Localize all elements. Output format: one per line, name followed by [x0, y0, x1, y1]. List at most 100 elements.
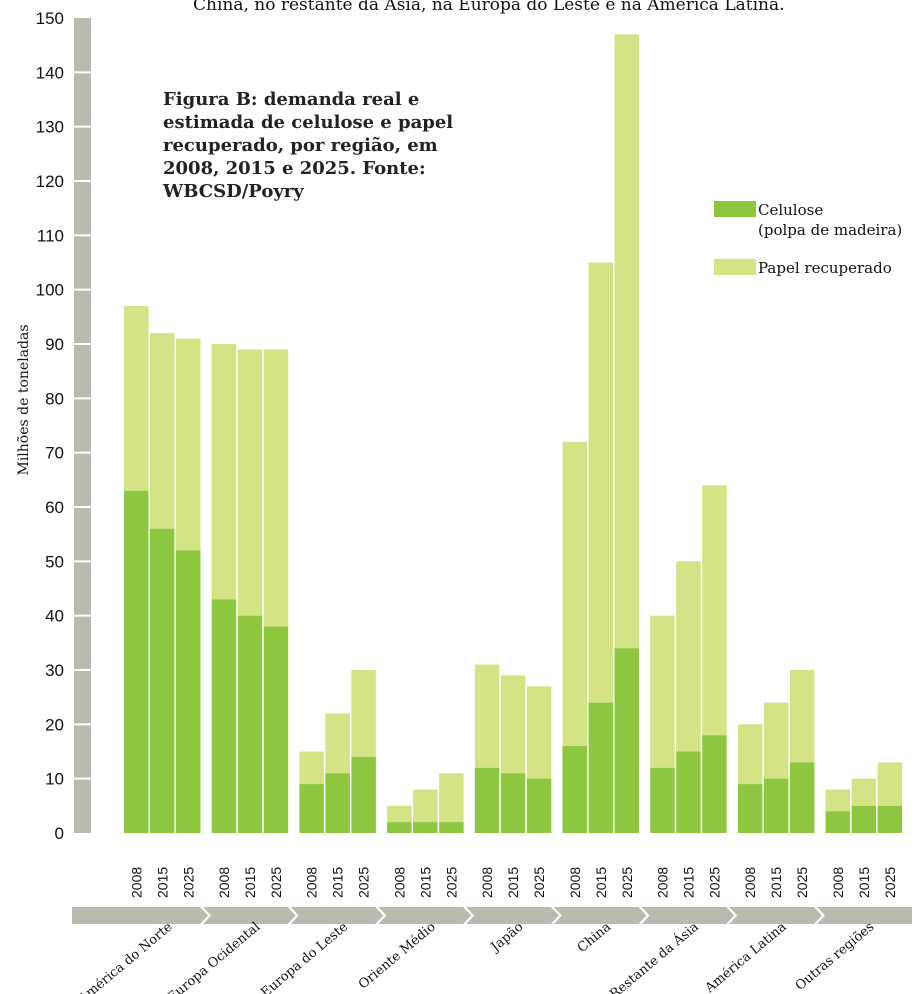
x-year-label: 2025 [443, 867, 459, 898]
bar-papel-recuperado [150, 333, 175, 529]
bar-papel-recuperado [526, 686, 552, 779]
y-axis: 0 10 20 30 40 50 60 70 80 90 100 110 120 130 140 150 [36, 9, 912, 924]
bar-papel-recuperado [176, 338, 201, 551]
bar-celulose [124, 490, 149, 833]
legend-label: (polpa de madeira) [758, 221, 902, 239]
x-year-label: 2025 [794, 867, 810, 898]
bar-papel-recuperado [650, 615, 675, 768]
y-tick-label: 110 [37, 226, 64, 245]
bar-celulose [825, 811, 851, 833]
x-band-separator [813, 907, 825, 924]
bar-celulose [351, 756, 376, 833]
bar-papel-recuperado [237, 349, 263, 616]
x-year-label: 2008 [128, 867, 144, 898]
bars [124, 34, 903, 833]
legend: Celulose (polpa de madeira) Papel recupera… [714, 201, 902, 277]
x-band-separator [200, 907, 211, 924]
x-region-label: Outras regiões [793, 920, 877, 994]
legend-label: Celulose [758, 201, 823, 219]
bar-papel-recuperado [500, 675, 526, 774]
x-year-label: 2008 [830, 867, 846, 898]
bar-celulose [763, 778, 789, 833]
bar-celulose [500, 773, 526, 833]
x-year-label: 2025 [882, 867, 898, 898]
bar-papel-recuperado [211, 344, 237, 600]
x-year-label: 2015 [856, 867, 872, 898]
chart-title-line: WBCSD/Poyry [162, 181, 304, 202]
chart-title-line: estimada de celulose e papel [163, 112, 453, 133]
x-band-separator [726, 907, 738, 924]
x-year-label: 2015 [768, 867, 784, 898]
x-year-label: 2025 [180, 867, 196, 898]
y-tick-label: 20 [45, 715, 64, 734]
bar-celulose [439, 822, 464, 833]
y-tick-label: 150 [36, 9, 64, 28]
y-tick-label: 0 [55, 824, 64, 843]
bar-papel-recuperado [789, 670, 815, 763]
bar-papel-recuperado [387, 805, 412, 823]
legend-swatch [714, 201, 756, 217]
x-year-label: 2008 [567, 867, 583, 898]
legend-swatch [714, 259, 756, 275]
bar-papel-recuperado [851, 778, 877, 806]
bar-celulose [851, 805, 877, 833]
y-tick-label: 10 [45, 770, 64, 789]
y-tick-label: 50 [45, 552, 64, 571]
x-year-label: 2025 [268, 867, 284, 898]
bar-celulose [211, 599, 237, 833]
bar-celulose [237, 615, 263, 833]
x-region-label: América do Norte [75, 919, 176, 994]
x-region-label: Europa do Leste [258, 919, 351, 994]
x-region-label: América Latina [702, 919, 790, 994]
bar-celulose [413, 822, 438, 833]
bar-papel-recuperado [676, 561, 701, 752]
y-tick-label: 130 [36, 118, 64, 137]
x-region-label: Europa Ocidental [165, 920, 263, 994]
x-band-separator [287, 907, 299, 924]
chart-title-line: recuperado, por região, em [163, 135, 438, 156]
bar-papel-recuperado [351, 670, 376, 757]
bar-celulose [263, 626, 289, 833]
bar-papel-recuperado [325, 713, 350, 774]
bar-celulose [676, 751, 701, 833]
x-year-label: 2025 [356, 867, 372, 898]
x-year-label: 2015 [154, 867, 170, 898]
bar-papel-recuperado [614, 34, 639, 649]
x-year-label: 2008 [479, 867, 495, 898]
bar-papel-recuperado [825, 789, 851, 812]
bar-papel-recuperado [124, 305, 149, 491]
x-year-label: 2025 [619, 867, 635, 898]
bar-papel-recuperado [877, 762, 903, 806]
x-year-label: 2015 [242, 867, 258, 898]
x-axis-band [72, 907, 912, 924]
bar-papel-recuperado [588, 262, 613, 703]
x-year-label: 2025 [706, 867, 722, 898]
bar-papel-recuperado [263, 349, 289, 627]
x-region-label: Oriente Médio [356, 919, 439, 992]
x-band-separator [550, 907, 562, 924]
bar-celulose [562, 746, 587, 833]
x-year-label: 2015 [505, 867, 521, 898]
y-tick-label: 40 [45, 607, 64, 626]
x-year-label: 2008 [304, 867, 320, 898]
x-year-label: 2008 [391, 867, 407, 898]
x-band-separator [463, 907, 475, 924]
x-year-label: 2015 [417, 867, 433, 898]
y-tick-label: 60 [45, 498, 64, 517]
bar-papel-recuperado [702, 485, 727, 736]
y-tick-label: 70 [45, 444, 64, 463]
bar-celulose [614, 648, 639, 833]
x-year-label: 2025 [531, 867, 547, 898]
x-year-label: 2015 [680, 867, 696, 898]
x-year-label: 2015 [330, 867, 346, 898]
y-tick-label: 90 [45, 335, 64, 354]
y-tick-label: 120 [36, 172, 64, 191]
bar-celulose [176, 550, 201, 833]
bar-celulose [387, 822, 412, 833]
x-year-label: 2015 [593, 867, 609, 898]
bar-celulose [650, 767, 675, 833]
x-region-label: Restante da Ásia [607, 919, 702, 994]
y-axis-band [74, 18, 91, 833]
